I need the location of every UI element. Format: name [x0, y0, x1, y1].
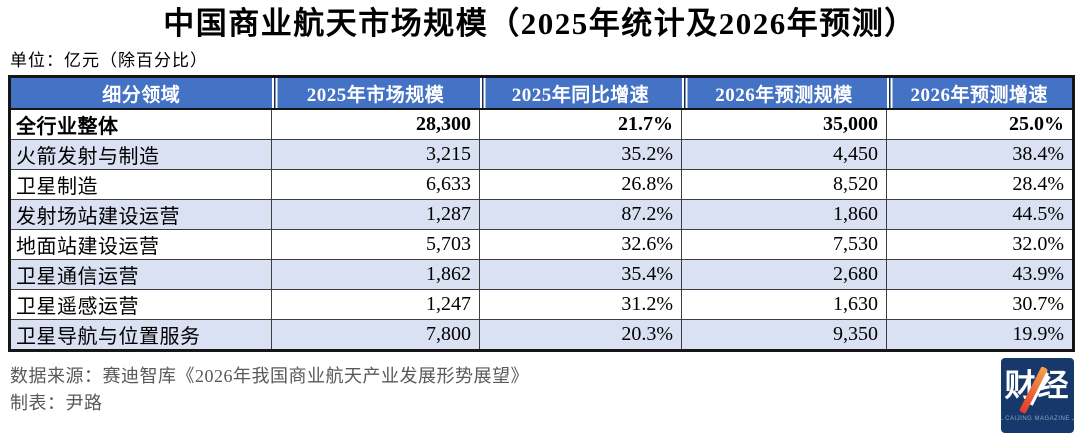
value-cell: 1,860 [681, 199, 887, 230]
segment-label-cell: 卫星通信运营 [9, 259, 272, 290]
value-cell: 38.4% [886, 139, 1074, 170]
value-cell: 87.2% [479, 199, 682, 230]
value-cell: 2,680 [681, 259, 887, 290]
value-cell: 7,800 [271, 319, 480, 351]
value-cell: 6,633 [271, 169, 480, 200]
value-cell: 43.9% [886, 259, 1074, 290]
value-cell: 31.2% [479, 289, 682, 320]
column-header-3: 2025年同比增速 [479, 76, 682, 110]
segment-label-cell: 火箭发射与制造 [9, 139, 272, 170]
column-header-5: 2026年预测增速 [886, 76, 1074, 110]
table-row: 发射场站建设运营 1,287 87.2% 1,860 44.5% [9, 199, 1074, 230]
segment-label-cell: 卫星导航与位置服务 [9, 319, 272, 351]
data-source-note: 数据来源：赛迪智库《2026年我国商业航天产业发展形势展望》 [10, 366, 529, 386]
value-cell: 28.4% [886, 169, 1074, 200]
table-header-row: 细分领域 2025年市场规模 2025年同比增速 2026年预测规模 2026年预测增速 [9, 76, 1074, 110]
value-cell: 28,300 [271, 108, 480, 140]
table-row: 卫星遥感运营 1,247 31.2% 1,630 30.7% [9, 289, 1074, 320]
value-cell: 44.5% [886, 199, 1074, 230]
segment-label-cell: 地面站建设运营 [9, 229, 272, 260]
column-header-1: 细分领域 [9, 76, 272, 110]
value-cell: 4,450 [681, 139, 887, 170]
table-row: 卫星导航与位置服务 7,800 20.3% 9,350 19.9% [9, 319, 1074, 351]
value-cell: 32.0% [886, 229, 1074, 260]
table-row: 火箭发射与制造 3,215 35.2% 4,450 38.4% [9, 139, 1074, 170]
value-cell: 35.2% [479, 139, 682, 170]
segment-label-cell: 卫星遥感运营 [9, 289, 272, 320]
table-row: 卫星通信运营 1,862 35.4% 2,680 43.9% [9, 259, 1074, 290]
segment-label-cell: 发射场站建设运营 [9, 199, 272, 230]
column-header-4: 2026年预测规模 [681, 76, 887, 110]
unit-note: 单位：亿元（除百分比） [10, 51, 208, 70]
segment-label-cell: 全行业整体 [9, 108, 272, 140]
table-row: 地面站建设运营 5,703 32.6% 7,530 32.0% [9, 229, 1074, 260]
value-cell: 1,862 [271, 259, 480, 290]
table-row: 全行业整体 28,300 21.7% 35,000 25.0% [9, 108, 1074, 140]
table-footnotes: 数据来源：赛迪智库《2026年我国商业航天产业发展形势展望》 制表：尹路 [10, 363, 1080, 417]
page-title: 中国商业航天市场规模（2025年统计及2026年预测） [163, 6, 917, 41]
table-header: 细分领域 2025年市场规模 2025年同比增速 2026年预测规模 2026年预测增速 [9, 76, 1074, 110]
value-cell: 35,000 [681, 108, 887, 140]
logo-rule-left [1001, 418, 1004, 420]
value-cell: 7,530 [681, 229, 887, 260]
value-cell: 25.0% [886, 108, 1074, 140]
value-cell: 21.7% [479, 108, 682, 140]
value-cell: 5,703 [271, 229, 480, 260]
logo-subtext: CAIJING MAGAZINE [1005, 416, 1070, 422]
logo-rule-right [1071, 418, 1074, 420]
column-header-2: 2025年市场规模 [271, 76, 480, 110]
value-cell: 32.6% [479, 229, 682, 260]
table-row: 卫星制造 6,633 26.8% 8,520 28.4% [9, 169, 1074, 200]
value-cell: 1,630 [681, 289, 887, 320]
value-cell: 1,287 [271, 199, 480, 230]
value-cell: 19.9% [886, 319, 1074, 351]
value-cell: 35.4% [479, 259, 682, 290]
value-cell: 3,215 [271, 139, 480, 170]
value-cell: 1,247 [271, 289, 480, 320]
table-body: 全行业整体 28,300 21.7% 35,000 25.0% 火箭发射与制造 3,215 3… [9, 108, 1074, 351]
value-cell: 9,350 [681, 319, 887, 351]
segment-label-cell: 卫星制造 [9, 169, 272, 200]
market-size-table: 细分领域 2025年市场规模 2025年同比增速 2026年预测规模 2026年预测增速… [8, 75, 1075, 352]
table-credit-note: 制表：尹路 [10, 393, 103, 413]
caijing-magazine-logo: 财经 CAIJING MAGAZINE [1001, 358, 1074, 433]
value-cell: 30.7% [886, 289, 1074, 320]
value-cell: 8,520 [681, 169, 887, 200]
logo-subtext-row: CAIJING MAGAZINE [1001, 416, 1074, 422]
value-cell: 20.3% [479, 319, 682, 351]
value-cell: 26.8% [479, 169, 682, 200]
